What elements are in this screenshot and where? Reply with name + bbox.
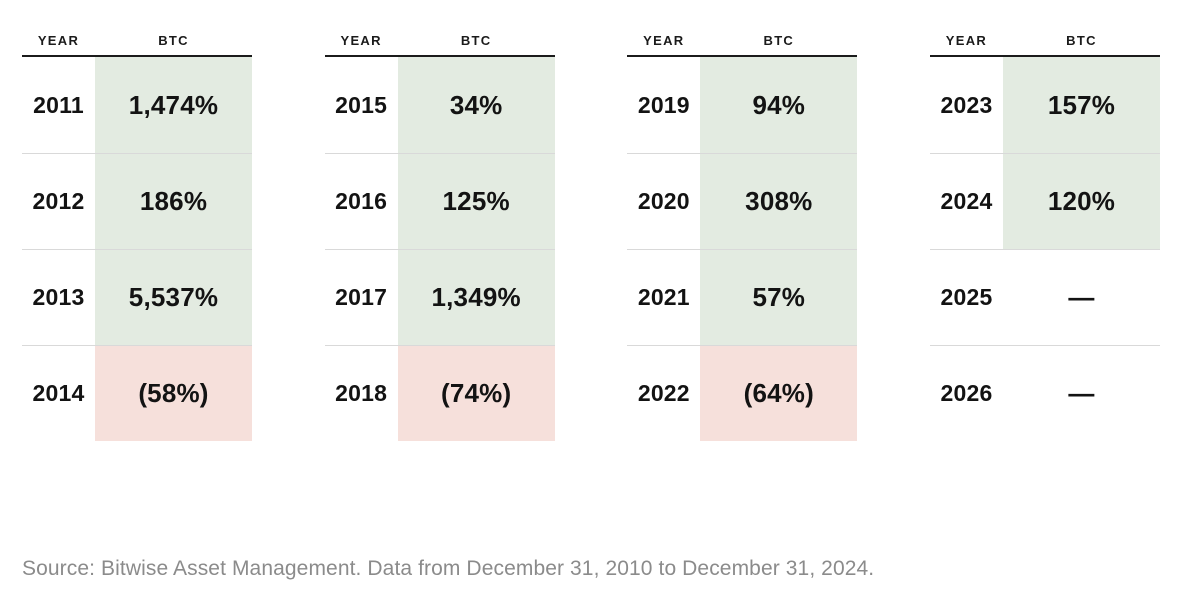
source-note: Source: Bitwise Asset Management. Data f… bbox=[22, 557, 875, 580]
btc-return-cell: (58%) bbox=[95, 346, 252, 441]
table-row: 2012 186% bbox=[22, 153, 252, 249]
year-cell: 2023 bbox=[940, 91, 993, 118]
btc-column-header: BTC bbox=[158, 33, 189, 48]
btc-annual-returns-tables: YEAR BTC 2011 1,474% 2012 186% 2013 5,537% 2014 (… bbox=[22, 33, 1160, 441]
year-column-header: YEAR bbox=[643, 33, 685, 48]
table-row: 2016 125% bbox=[324, 153, 555, 249]
year-cell: 2014 bbox=[32, 380, 85, 406]
btc-return-cell: — bbox=[1068, 282, 1095, 312]
table-header: YEAR BTC bbox=[929, 33, 1160, 57]
btc-return-cell: 186% bbox=[95, 154, 252, 249]
year-cell: 2020 bbox=[637, 188, 690, 214]
table-row: 2026 — bbox=[929, 345, 1160, 441]
btc-return-cell: 1,474% bbox=[95, 57, 252, 153]
year-cell: 2022 bbox=[637, 380, 690, 406]
year-cell: 2015 bbox=[335, 91, 388, 118]
year-cell: 2017 bbox=[335, 284, 388, 310]
btc-return-cell: (74%) bbox=[397, 346, 555, 441]
btc-return-cell: (64%) bbox=[700, 346, 858, 441]
btc-return-cell: 34% bbox=[397, 57, 555, 153]
btc-return-cell: 308% bbox=[700, 154, 858, 249]
table-row: 2024 120% bbox=[929, 153, 1160, 249]
btc-column-header: BTC bbox=[460, 33, 492, 48]
table-row: 2017 1,349% bbox=[324, 249, 555, 345]
returns-table-3: YEAR BTC 2019 94% 2020 308% 2021 57% 2022 (64%) bbox=[627, 33, 858, 441]
year-column-header: YEAR bbox=[37, 33, 80, 48]
returns-table-2: YEAR BTC 2015 34% 2016 125% 2017 1,349% 2018 (74%… bbox=[324, 33, 555, 441]
table-row: 2020 308% bbox=[627, 153, 858, 249]
btc-column-header: BTC bbox=[763, 33, 795, 48]
table-row: 2019 94% bbox=[627, 57, 858, 153]
year-cell: 2021 bbox=[637, 284, 690, 310]
table-row: 2022 (64%) bbox=[627, 345, 858, 441]
returns-table-4: YEAR BTC 2023 157% 2024 120% 2025 — 2026 — bbox=[929, 33, 1160, 441]
returns-table-1: YEAR BTC 2011 1,474% 2012 186% 2013 5,537% 2014 (… bbox=[22, 33, 252, 441]
table-row: 2018 (74%) bbox=[324, 345, 555, 441]
year-cell: 2018 bbox=[335, 380, 388, 406]
btc-return-cell: 125% bbox=[397, 154, 555, 249]
table-row: 2011 1,474% bbox=[22, 57, 252, 153]
table-row: 2014 (58%) bbox=[22, 345, 252, 441]
year-cell: 2019 bbox=[637, 91, 690, 118]
year-cell: 2012 bbox=[32, 188, 85, 214]
btc-return-cell: 157% bbox=[1002, 57, 1160, 153]
year-cell: 2011 bbox=[33, 91, 84, 118]
table-header: YEAR BTC bbox=[22, 33, 252, 57]
table-row: 2013 5,537% bbox=[22, 249, 252, 345]
year-cell: 2013 bbox=[32, 284, 85, 310]
year-cell: 2025 bbox=[940, 284, 993, 310]
btc-return-cell: 57% bbox=[700, 250, 858, 345]
btc-return-cell: 1,349% bbox=[397, 250, 555, 345]
btc-return-cell: 120% bbox=[1002, 154, 1160, 249]
year-cell: 2026 bbox=[940, 380, 993, 406]
table-header: YEAR BTC bbox=[627, 33, 858, 57]
table-header: YEAR BTC bbox=[324, 33, 555, 57]
btc-column-header: BTC bbox=[1066, 33, 1097, 48]
table-row: 2023 157% bbox=[930, 57, 1160, 153]
btc-return-cell: 94% bbox=[700, 57, 858, 153]
year-column-header: YEAR bbox=[340, 33, 382, 48]
year-column-header: YEAR bbox=[945, 33, 988, 48]
year-cell: 2024 bbox=[940, 188, 993, 214]
table-row: 2015 34% bbox=[325, 57, 555, 153]
table-row: 2025 — bbox=[929, 249, 1160, 345]
table-row: 2021 57% bbox=[627, 249, 858, 345]
btc-return-cell: — bbox=[1068, 378, 1095, 408]
year-cell: 2016 bbox=[335, 188, 388, 214]
btc-return-cell: 5,537% bbox=[95, 250, 252, 345]
